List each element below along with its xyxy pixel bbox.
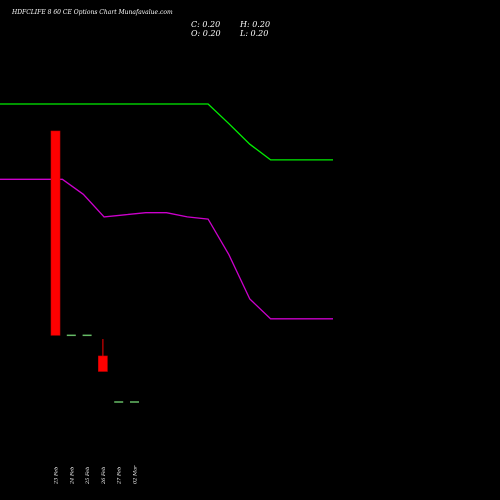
moving-average-green xyxy=(0,103,333,161)
chart-title: HDFCLIFE 8 60 CE Options Chart Munafaval… xyxy=(12,9,173,16)
chart-title-text: HDFCLIFE 8 60 CE Options Chart Munafa xyxy=(12,9,142,16)
date-label: 24 Feb xyxy=(69,467,75,485)
candle xyxy=(98,339,108,372)
date-label: 02 Mar xyxy=(133,465,139,484)
moving-average-layer xyxy=(0,103,333,320)
moving-average-purple xyxy=(0,178,333,320)
close-value: C: 0.20 xyxy=(191,20,221,29)
date-label: 25 Feb xyxy=(85,467,91,485)
date-label: 23 Feb xyxy=(54,467,60,485)
candle xyxy=(50,130,61,336)
date-label: 27 Feb xyxy=(117,467,123,485)
open-value: O: 0.20 xyxy=(191,29,221,38)
candle-layer xyxy=(50,130,139,403)
low-value: L: 0.20 xyxy=(240,29,269,38)
candle-body xyxy=(98,355,108,372)
date-label: 26 Feb xyxy=(101,467,107,485)
chart-title-suffix: value.com xyxy=(141,9,173,16)
candle-body xyxy=(50,130,61,336)
high-value: H: 0.20 xyxy=(240,20,271,29)
date-label-layer: 23 Feb 24 Feb 25 Feb 26 Feb 27 Feb 02 Mar xyxy=(54,465,139,485)
